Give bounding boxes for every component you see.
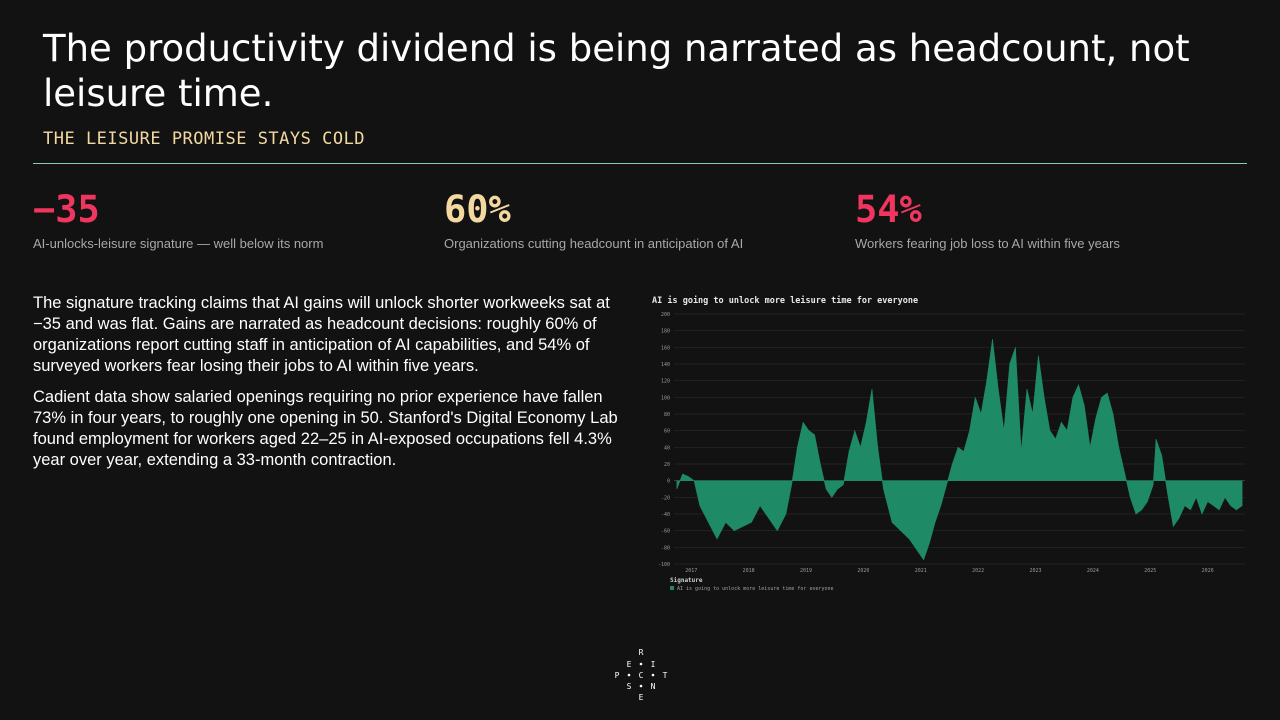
y-tick-label: 40 (664, 445, 670, 451)
body-text: The signature tracking claims that AI ga… (33, 293, 633, 481)
legend-swatch (670, 586, 674, 590)
y-tick-label: -80 (661, 545, 670, 551)
chart-svg: AI is going to unlock more leisure time … (652, 295, 1245, 592)
stat-headcount-cuts: 60% Organizations cutting headcount in a… (444, 188, 743, 251)
x-tick-label: 2018 (743, 568, 755, 574)
y-tick-label: 200 (661, 312, 670, 318)
y-tick-label: 120 (661, 379, 670, 385)
stat-value: 60% (444, 188, 511, 231)
logo-letter: N (651, 682, 656, 691)
logo-letter: S (627, 682, 632, 691)
x-tick-label: 2020 (857, 568, 869, 574)
body-paragraph: The signature tracking claims that AI ga… (33, 294, 610, 375)
x-tick-label: 2023 (1030, 568, 1042, 574)
page-subtitle: THE LEISURE PROMISE STAYS COLD (43, 129, 366, 149)
y-tick-label: -20 (661, 495, 670, 501)
y-tick-label: 100 (661, 395, 670, 401)
series-area (676, 338, 1243, 561)
stat-value: 54% (855, 188, 922, 231)
stat-leisure-signature: −35 AI-unlocks-leisure signature — well … (33, 188, 323, 251)
logo-letter: I (651, 660, 656, 669)
y-tick-label: 160 (661, 345, 670, 351)
stat-caption: Workers fearing job loss to AI within fi… (855, 236, 1120, 251)
y-tick-label: 140 (661, 362, 670, 368)
x-tick-label: 2017 (685, 568, 697, 574)
stat-value: −35 (33, 188, 100, 231)
logo-letter: C (639, 671, 644, 680)
stat-caption: Organizations cutting headcount in antic… (444, 236, 744, 251)
y-tick-label: 0 (667, 479, 670, 485)
logo-letter: P (615, 671, 620, 680)
y-tick-label: 80 (664, 412, 670, 418)
chart-grid (674, 313, 1245, 565)
header-divider (33, 163, 1247, 164)
stat-caption: AI-unlocks-leisure signature — well belo… (33, 236, 324, 251)
y-tick-label: 60 (664, 429, 670, 435)
logo-letter: E (639, 693, 644, 702)
x-tick-label: 2022 (972, 568, 984, 574)
x-axis-ticks: 2017 2018 2019 2020 2021 2022 2023 2024 2025 2026 (685, 568, 1214, 574)
stat-job-loss-fear: 54% Workers fearing job loss to AI withi… (855, 188, 1120, 251)
legend-title: Signature (670, 577, 703, 584)
page-title: The productivity dividend is being narra… (43, 27, 1190, 115)
y-tick-label: -40 (661, 512, 670, 518)
signature-chart: AI is going to unlock more leisure time … (648, 290, 1248, 600)
x-tick-label: 2021 (915, 568, 927, 574)
logo-letter: R (639, 648, 644, 657)
body-paragraph: Cadient data show salaried openings requ… (33, 388, 618, 469)
y-tick-label: -60 (661, 529, 670, 535)
chart-series-area (676, 338, 1243, 561)
logo-letter: E (627, 660, 632, 669)
x-tick-label: 2026 (1202, 568, 1214, 574)
y-tick-label: 20 (664, 462, 670, 468)
logo: R E I P C T S N E (615, 648, 668, 702)
y-axis-ticks: -100 -80 -60 -40 -20 0 20 40 60 80 100 120 140 160 180… (658, 312, 670, 568)
legend-entry: AI is going to unlock more leisure time … (677, 586, 834, 592)
y-tick-label: 180 (661, 329, 670, 335)
x-tick-label: 2025 (1144, 568, 1156, 574)
chart-title: AI is going to unlock more leisure time … (652, 295, 918, 306)
y-tick-label: -100 (658, 562, 670, 568)
logo-letter: T (663, 671, 668, 680)
x-tick-label: 2019 (800, 568, 812, 574)
x-tick-label: 2024 (1087, 568, 1099, 574)
